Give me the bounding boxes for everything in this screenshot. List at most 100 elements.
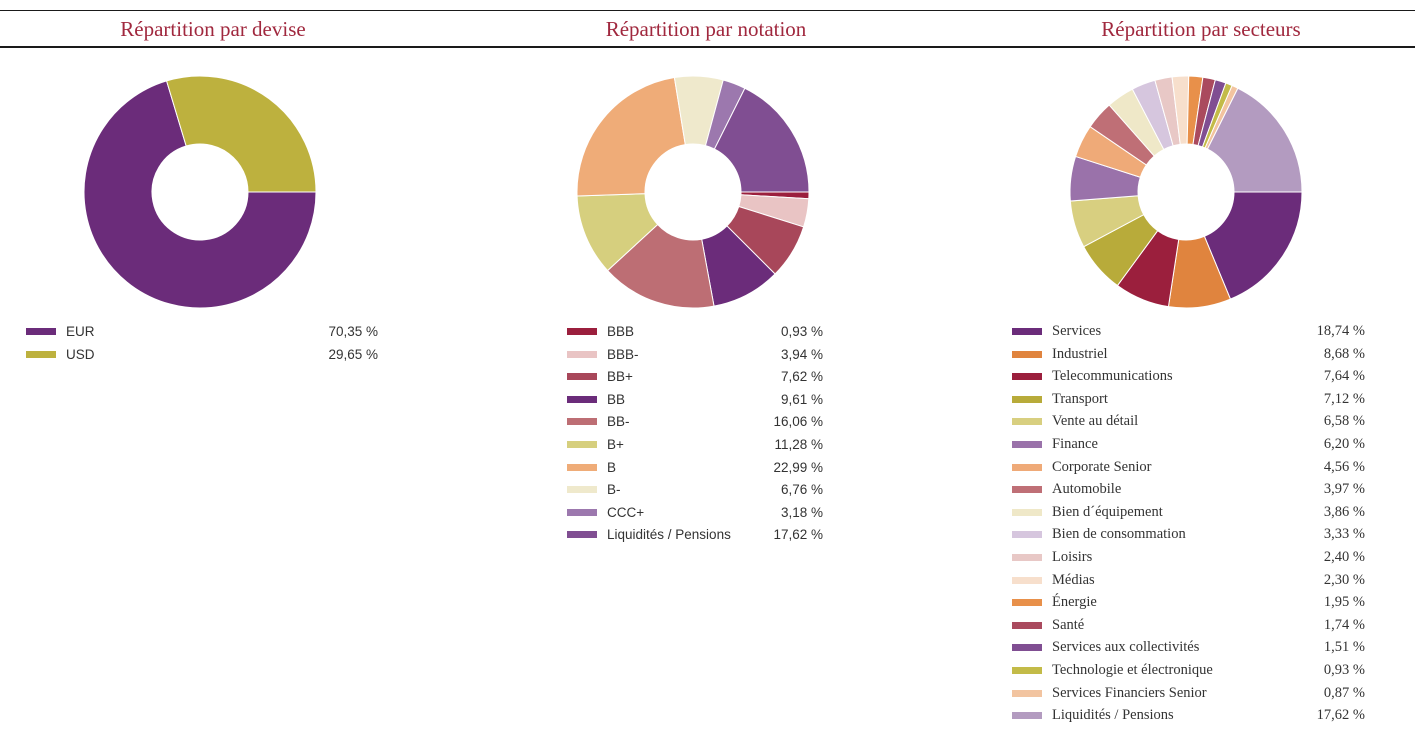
legend-swatch xyxy=(1012,328,1042,335)
legend-value: 0,93 % xyxy=(1323,661,1365,678)
legend-item: Corporate Senior 4,56 % xyxy=(1012,459,1365,482)
legend-item: Finance 6,20 % xyxy=(1012,436,1365,459)
legend-swatch xyxy=(1012,599,1042,607)
legend-value: 6,20 % xyxy=(1323,435,1365,452)
legend-label: Finance xyxy=(1052,435,1098,452)
legend-swatch xyxy=(1012,576,1042,584)
legend-value: 70,35 % xyxy=(328,324,378,339)
legend-swatch xyxy=(567,373,597,381)
legend-value: 1,95 % xyxy=(1323,594,1365,611)
legend-swatch xyxy=(1012,418,1042,426)
legend-swatch xyxy=(567,350,597,358)
legend-item: USD 29,65 % xyxy=(26,346,378,369)
legend-value: 3,33 % xyxy=(1323,526,1365,543)
chart-title-secteurs: Répartition par secteurs xyxy=(1101,17,1301,41)
header-rule xyxy=(0,46,1415,48)
legend-value: 0,87 % xyxy=(1323,684,1365,701)
legend-value: 0,93 % xyxy=(780,324,823,339)
legend-label: Énergie xyxy=(1052,594,1097,611)
legend-item: Transport 7,12 % xyxy=(1012,391,1365,414)
legend-swatch xyxy=(1012,486,1042,494)
legend-swatch xyxy=(1012,553,1042,561)
legend-value: 16,06 % xyxy=(773,414,823,430)
legend-swatch xyxy=(1012,689,1042,697)
legend-value: 11,28 % xyxy=(774,436,823,452)
legend-item: Industriel 8,68 % xyxy=(1012,346,1365,369)
legend-swatch xyxy=(567,486,597,494)
pie-slice-liquidit-s-pensions xyxy=(1206,87,1303,193)
legend-label: B- xyxy=(607,482,621,498)
legend-notation: BBB 0,93 % BBB- 3,94 % BB+ 7,62 % BB 9,61 % BB- 1… xyxy=(567,323,823,549)
legend-swatch xyxy=(1012,508,1042,516)
legend-item: BB- 16,06 % xyxy=(567,413,823,436)
legend-devise: EUR 70,35 % USD 29,65 % xyxy=(26,323,378,368)
legend-label: Médias xyxy=(1052,571,1095,588)
legend-swatch xyxy=(26,350,56,358)
legend-value: 7,12 % xyxy=(1323,390,1365,407)
top-rule xyxy=(0,10,1415,11)
pie-slice-bb- xyxy=(606,223,715,309)
legend-label: B+ xyxy=(607,436,624,452)
legend-value: 22,99 % xyxy=(773,459,823,475)
legend-label: Bien d´équipement xyxy=(1052,503,1163,520)
legend-item: B- 6,76 % xyxy=(567,481,823,504)
donut-chart-notation xyxy=(576,75,810,309)
legend-swatch xyxy=(567,531,597,539)
legend-swatch xyxy=(1012,373,1042,381)
legend-label: Vente au détail xyxy=(1052,413,1139,430)
legend-secteurs: Services 18,74 % Industriel 8,68 % Telecommu… xyxy=(1012,323,1365,730)
legend-label: Liquidités / Pensions xyxy=(1052,707,1174,724)
legend-label: BB xyxy=(607,391,626,407)
legend-label: Liquidités / Pensions xyxy=(607,527,731,543)
legend-label: Loisirs xyxy=(1052,548,1093,565)
legend-swatch xyxy=(1012,463,1042,471)
legend-value: 7,64 % xyxy=(1323,368,1365,385)
legend-swatch xyxy=(567,328,597,335)
legend-value: 8,68 % xyxy=(1323,345,1365,362)
legend-item: Automobile 3,97 % xyxy=(1012,481,1365,504)
legend-swatch xyxy=(1012,621,1042,629)
legend-item: Services Financiers Senior 0,87 % xyxy=(1012,685,1365,708)
donut-chart-devise xyxy=(83,75,317,309)
legend-swatch xyxy=(1012,644,1042,652)
legend-label: BB- xyxy=(607,414,630,430)
legend-value: 9,61 % xyxy=(780,391,823,407)
legend-label: Services aux collectivités xyxy=(1052,639,1200,656)
legend-value: 6,58 % xyxy=(1323,413,1365,430)
legend-swatch xyxy=(567,395,597,403)
legend-item: BBB- 3,94 % xyxy=(567,346,823,369)
legend-item: Services aux collectivités 1,51 % xyxy=(1012,639,1365,662)
legend-label: BBB- xyxy=(607,346,639,362)
legend-swatch xyxy=(1012,350,1042,358)
pie-slice-services xyxy=(1203,191,1303,300)
legend-item: Santé 1,74 % xyxy=(1012,617,1365,640)
legend-swatch xyxy=(1012,395,1042,403)
legend-value: 3,94 % xyxy=(780,346,823,362)
legend-label: USD xyxy=(66,346,95,362)
legend-item: Bien d´équipement 3,86 % xyxy=(1012,504,1365,527)
legend-value: 3,18 % xyxy=(780,504,823,520)
legend-label: Transport xyxy=(1052,390,1108,407)
legend-label: B xyxy=(607,459,617,475)
legend-label: Services Financiers Senior xyxy=(1052,684,1207,701)
legend-item: BB 9,61 % xyxy=(567,391,823,414)
legend-swatch xyxy=(1012,440,1042,448)
legend-item: Médias 2,30 % xyxy=(1012,572,1365,595)
legend-item: Telecommunications 7,64 % xyxy=(1012,368,1365,391)
legend-item: EUR 70,35 % xyxy=(26,323,378,346)
legend-item: B 22,99 % xyxy=(567,459,823,482)
legend-label: Santé xyxy=(1052,616,1085,633)
legend-label: Industriel xyxy=(1052,345,1108,362)
legend-value: 17,62 % xyxy=(773,527,823,543)
legend-value: 29,65 % xyxy=(328,346,378,362)
pie-slice-eur xyxy=(83,80,317,309)
legend-label: Corporate Senior xyxy=(1052,458,1152,475)
legend-label: EUR xyxy=(66,324,95,339)
legend-label: BB+ xyxy=(607,369,633,385)
legend-swatch xyxy=(567,418,597,426)
pie-slice-liquidit-s-pensions xyxy=(713,87,810,193)
legend-value: 17,62 % xyxy=(1316,707,1365,724)
chart-title-notation: Répartition par notation xyxy=(605,17,807,41)
legend-label: Technologie et électronique xyxy=(1052,661,1213,678)
legend-swatch xyxy=(567,463,597,471)
